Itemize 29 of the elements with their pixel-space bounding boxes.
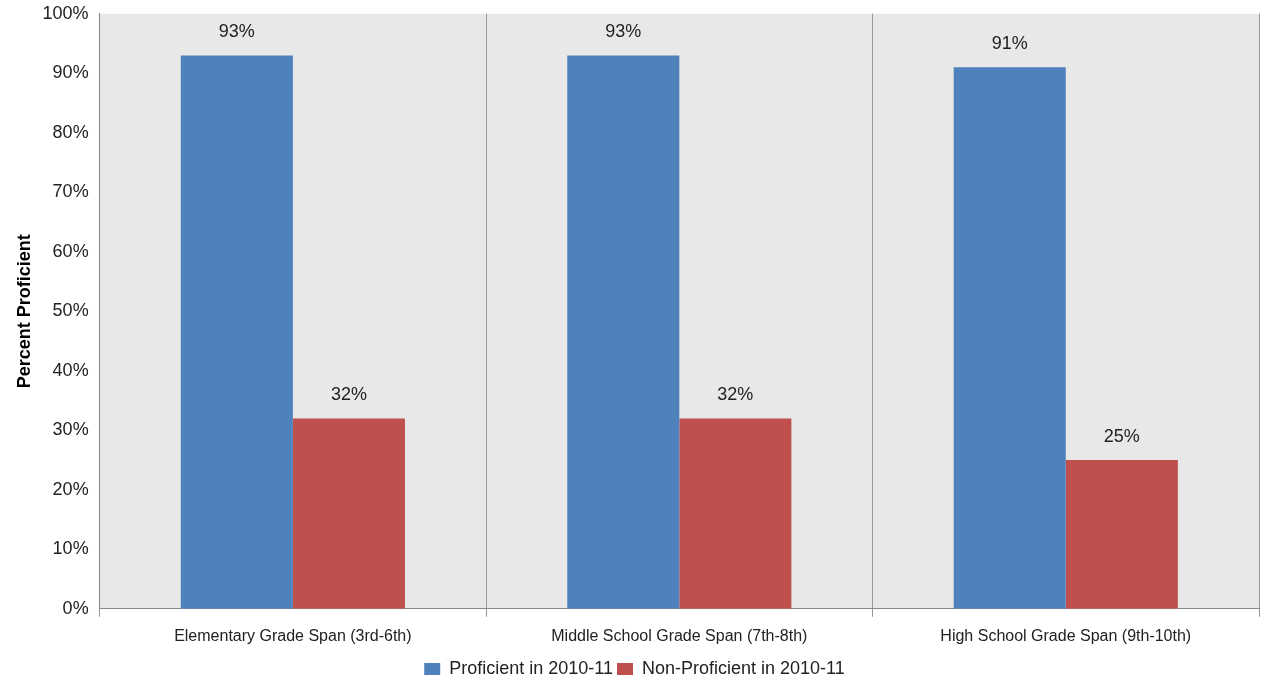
x-tick-label: Elementary Grade Span (3rd-6th)	[174, 626, 412, 644]
y-tick-label: 10%	[52, 538, 89, 559]
bar	[679, 418, 792, 609]
bar	[1065, 460, 1178, 609]
data-label: 32%	[330, 384, 367, 405]
y-tick-label: 0%	[62, 597, 89, 618]
legend-label: Non-Proficient in 2010-11	[641, 657, 845, 678]
x-tick-label: High School Grade Span (9th-10th)	[940, 626, 1192, 644]
y-axis-title: Percent Proficient	[13, 234, 34, 389]
y-tick-label: 70%	[52, 181, 89, 202]
data-label: 25%	[1103, 426, 1140, 447]
y-tick-label: 80%	[52, 121, 89, 142]
bar	[953, 67, 1066, 609]
data-label: 93%	[218, 21, 255, 42]
y-tick-label: 60%	[52, 240, 89, 261]
y-tick-label: 50%	[52, 300, 89, 321]
y-tick-label: 30%	[52, 419, 89, 440]
data-label: 91%	[991, 33, 1028, 54]
legend-label: Proficient in 2010-11	[449, 657, 614, 678]
bar	[180, 55, 293, 609]
bar	[567, 55, 680, 609]
bar	[292, 418, 405, 609]
y-tick-label: 20%	[52, 478, 89, 499]
y-tick-label: 40%	[52, 359, 89, 380]
y-tick-label: 90%	[52, 62, 89, 83]
y-tick-label: 100%	[42, 2, 89, 23]
data-label: 32%	[717, 384, 754, 405]
x-tick-label: Middle School Grade Span (7th-8th)	[551, 626, 808, 644]
data-label: 93%	[605, 21, 642, 42]
